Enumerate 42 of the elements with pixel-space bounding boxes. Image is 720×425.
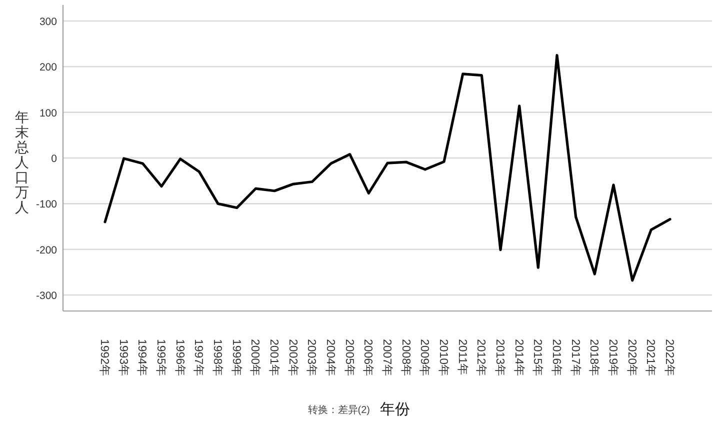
x-tick-label: 2005年 [342,339,356,377]
y-tick-label: 200 [39,62,58,74]
x-tick-label: 2020年 [625,339,638,377]
y-tick-label: -100 [36,198,58,211]
x-tick-label: 2008年 [399,339,412,377]
x-tick-label: 2014年 [512,339,526,377]
x-tick-label: 2015年 [531,339,544,377]
x-tick-label: 2003年 [305,339,318,377]
x-tick-label: 2009年 [418,339,432,377]
x-tick-label: 1996年 [173,339,186,377]
line-series [104,54,672,282]
x-tick-label: 2007年 [380,339,394,377]
x-tick-label: 1994年 [136,339,149,377]
x-tick-label: 1999年 [230,339,243,377]
y-tick-label: -200 [36,244,58,256]
x-tick-label: 2010年 [437,339,450,377]
x-tick-label: 2022年 [663,339,676,377]
x-tick-label: 2002年 [286,339,300,377]
y-axis-title: 年末总人口万人 [14,109,29,215]
x-tick-label: 2006年 [362,339,375,377]
x-tick-label: 1992年 [98,339,111,377]
x-tick-label: 1998年 [211,339,224,377]
x-tick-label: 2001年 [268,339,280,377]
x-tick-label: 1995年 [154,339,168,377]
x-tick-label: 2000年 [248,339,262,377]
x-tick-label: 2012年 [474,339,488,377]
y-tick-label: -300 [36,290,58,302]
y-tick-label: 0 [51,153,58,165]
x-tick-label: 2004年 [324,339,337,377]
x-tick-label: 2013年 [494,339,506,377]
x-tick-label: 1993年 [116,339,130,377]
x-tick-label: 2011年 [456,339,469,376]
x-tick-label: 2019年 [606,339,620,377]
x-axis-title: 年份 [380,401,410,418]
x-tick-label: 2018年 [588,339,601,377]
y-tick-label: 100 [39,107,58,120]
x-tick-label: 2021年 [644,339,658,377]
x-tick-label: 1997年 [192,339,206,377]
y-tick-label: 300 [39,16,58,28]
x-tick-label: 2016年 [550,339,563,377]
text: 转换：差异(2) [308,404,370,416]
x-tick-label: 2017年 [568,339,582,377]
